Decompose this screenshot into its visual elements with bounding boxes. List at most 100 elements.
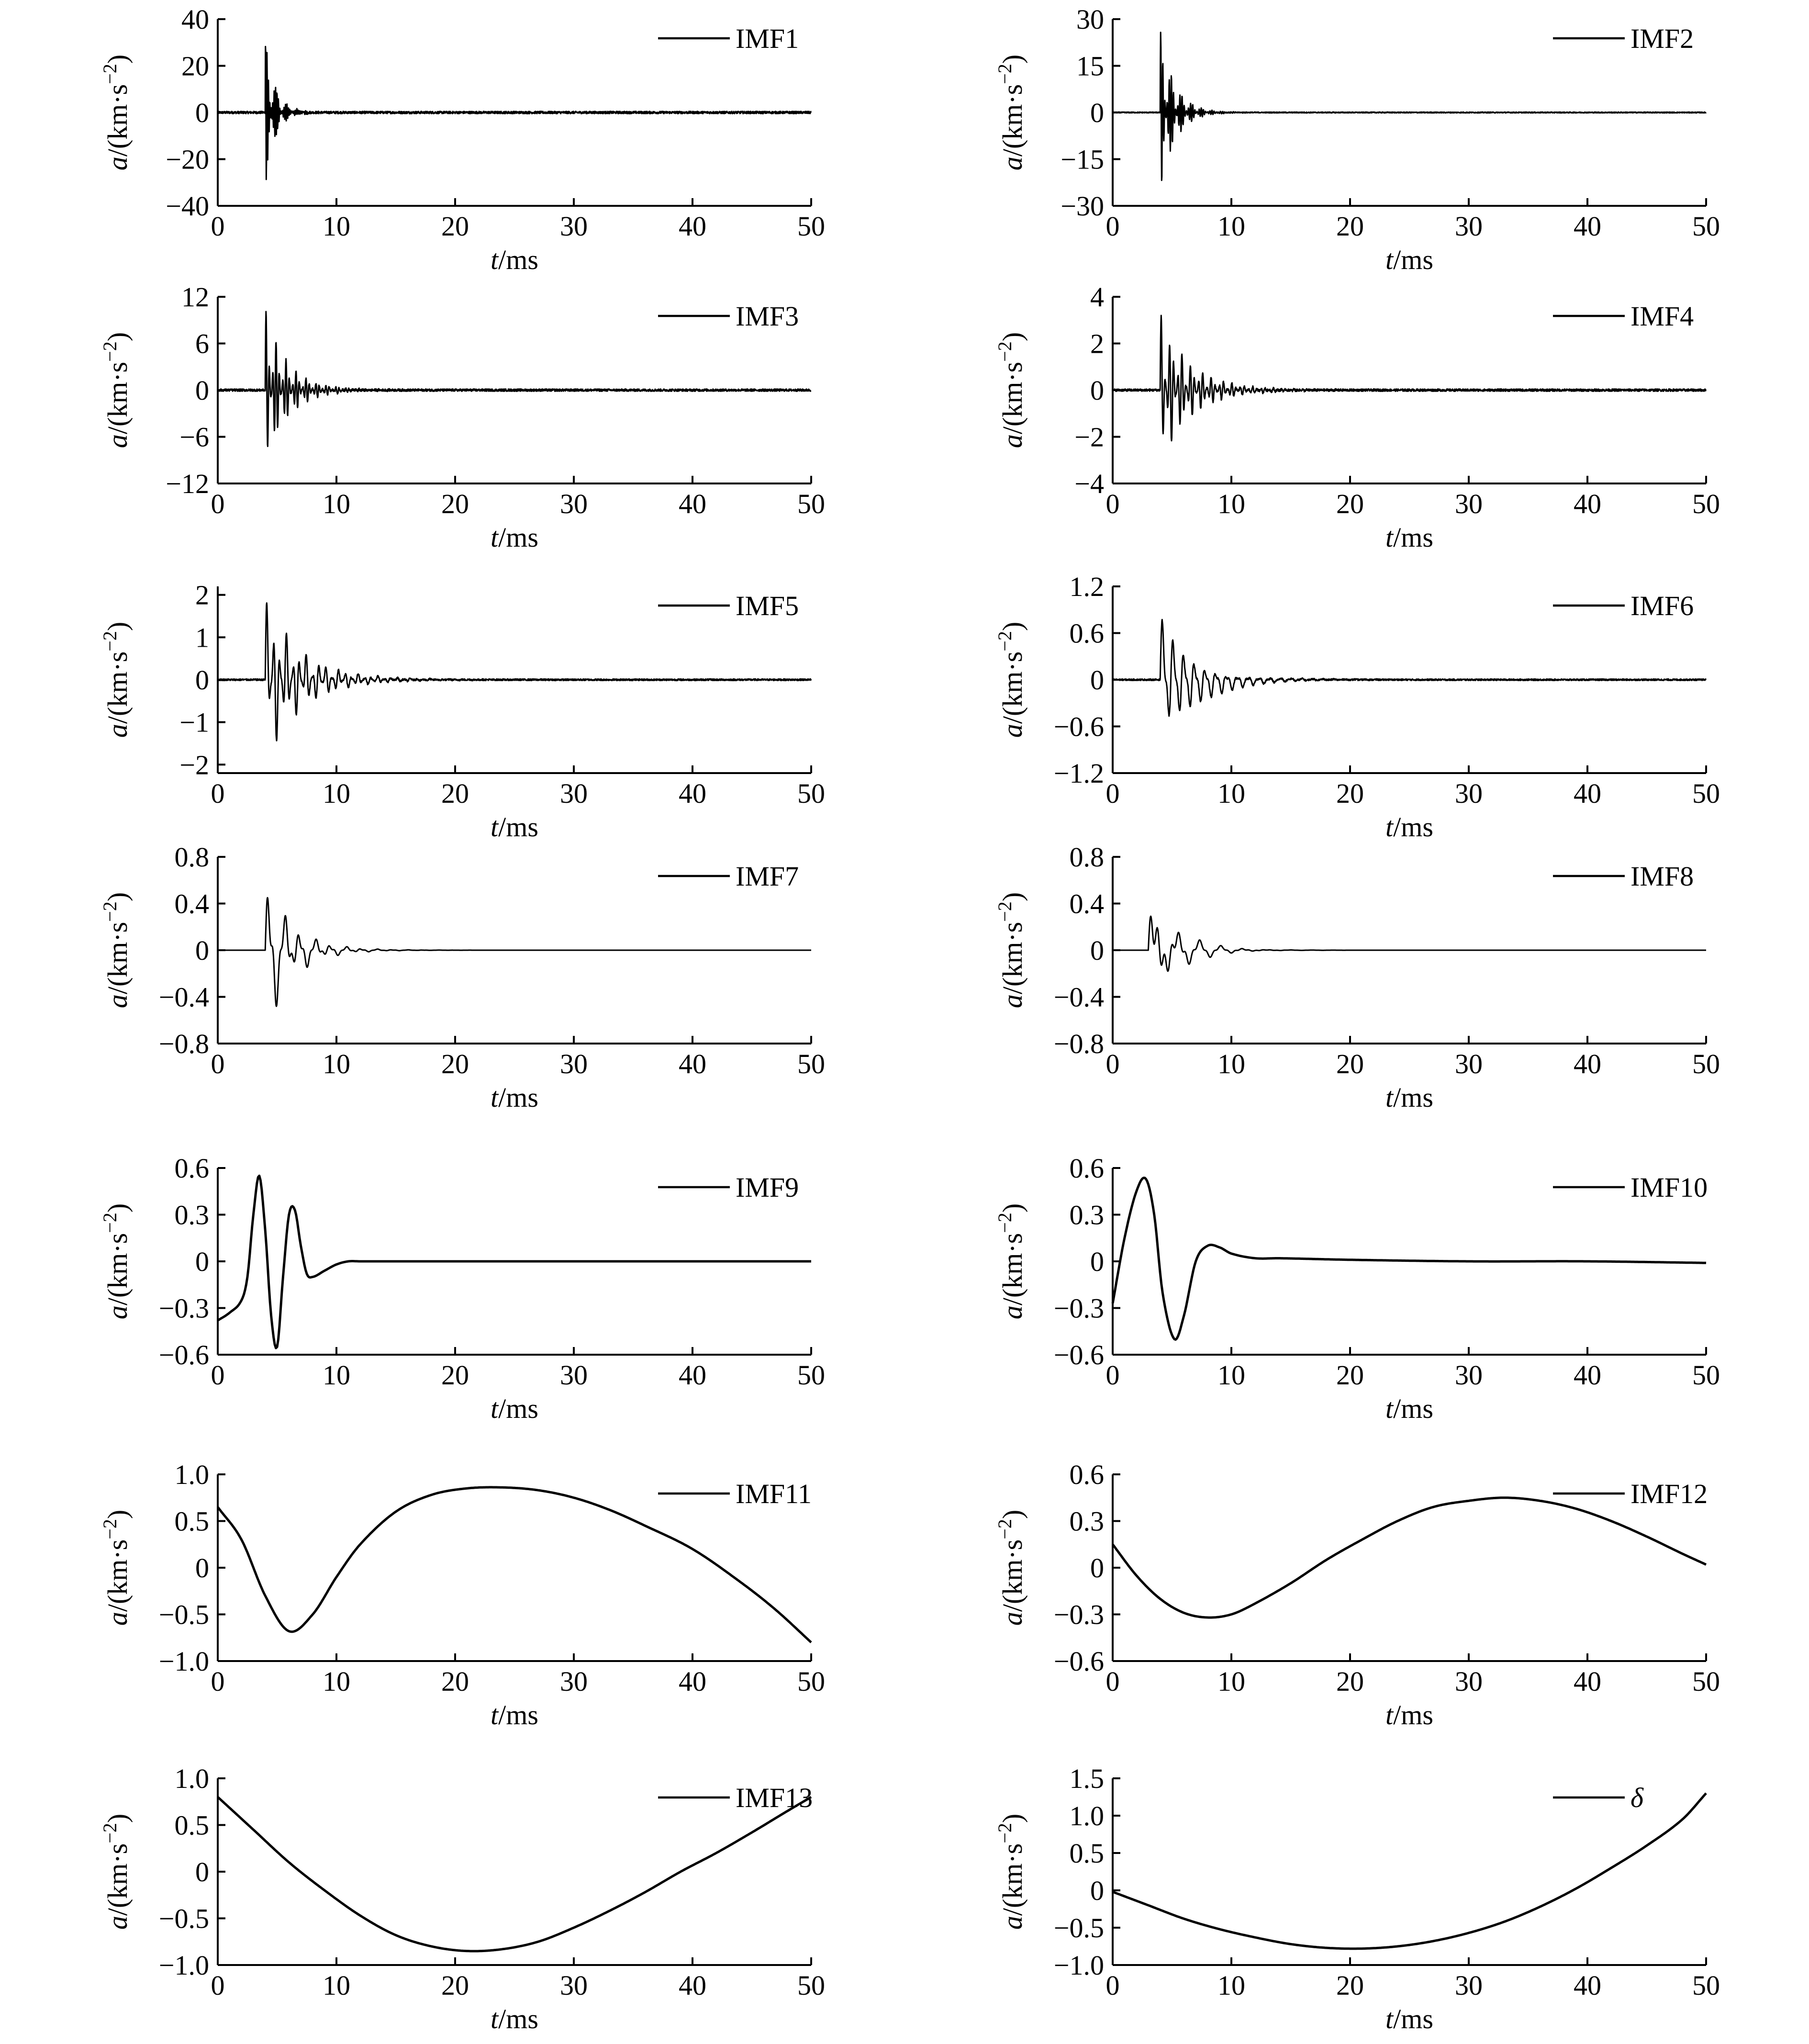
- y-tick-label: 0.8: [175, 842, 210, 873]
- x-tick-label: 20: [1336, 1048, 1364, 1079]
- x-tick-label: 10: [1217, 1048, 1245, 1079]
- x-tick-label: 10: [323, 1970, 350, 2001]
- x-tick-label: 40: [1574, 211, 1601, 242]
- y-tick-label: 0: [1090, 935, 1104, 966]
- x-tick-label: 30: [1455, 1970, 1483, 2001]
- x-axis-label-unit: /ms: [1393, 1699, 1433, 1730]
- y-axis-label-unit: /(km·s: [102, 651, 133, 724]
- y-tick-label: −0.3: [1054, 1293, 1104, 1324]
- x-tick-label: 0: [211, 1048, 225, 1079]
- x-axis-label-symbol: t: [491, 2003, 499, 2034]
- x-axis-label-symbol: t: [491, 522, 499, 553]
- x-tick-label: 0: [1106, 1666, 1120, 1697]
- x-tick-label: 0: [211, 778, 225, 809]
- y-axis-label-close: ): [102, 1510, 133, 1519]
- x-axis-label-unit: /ms: [1393, 811, 1433, 842]
- x-tick-label: 0: [1106, 1359, 1120, 1391]
- x-tick-label: 0: [1106, 1970, 1120, 2001]
- x-tick-label: 20: [441, 211, 469, 242]
- legend-label: δ: [1630, 1782, 1644, 1813]
- x-axis-label-symbol: t: [1385, 1393, 1394, 1424]
- x-axis-label: t/ms: [1385, 2003, 1433, 2034]
- y-tick-label: 1.0: [1070, 1800, 1105, 1831]
- y-axis-label-close: ): [997, 55, 1028, 64]
- x-axis-label-unit: /ms: [498, 1082, 538, 1113]
- x-tick-label: 40: [679, 211, 706, 242]
- y-axis-label-unit: /(km·s: [997, 1233, 1028, 1305]
- y-axis-label-symbol: a: [102, 1612, 133, 1626]
- x-tick-label: 40: [1574, 1359, 1601, 1391]
- y-tick-label: 1.0: [175, 1459, 210, 1490]
- y-tick-label: −1.2: [1054, 758, 1104, 789]
- y-axis-label: a/(km·s−2): [99, 332, 133, 448]
- x-tick-label: 40: [1574, 1048, 1601, 1079]
- y-tick-label: 0.6: [1070, 1153, 1105, 1184]
- x-tick-label: 50: [797, 1048, 825, 1079]
- y-tick-label: 0: [1090, 1552, 1104, 1584]
- y-tick-label: 20: [181, 51, 209, 82]
- y-tick-label: 0: [1090, 97, 1104, 128]
- x-tick-label: 50: [1692, 211, 1720, 242]
- x-axis-label-symbol: t: [1385, 244, 1394, 275]
- x-axis-label-unit: /ms: [1393, 522, 1433, 553]
- legend-label: IMF10: [1630, 1172, 1708, 1203]
- x-axis-label: t/ms: [491, 2003, 538, 2034]
- y-tick-label: 0: [195, 1552, 209, 1584]
- y-tick-label: −0.8: [1054, 1028, 1104, 1059]
- y-tick-label: 0.5: [175, 1506, 210, 1537]
- y-tick-label: −0.6: [159, 1339, 209, 1370]
- y-tick-label: −6: [179, 422, 209, 453]
- x-tick-label: 50: [797, 778, 825, 809]
- x-tick-label: 50: [1692, 1970, 1720, 2001]
- y-tick-label: 30: [1076, 4, 1104, 35]
- x-axis-label: t/ms: [1385, 1699, 1433, 1730]
- y-tick-label: 6: [195, 328, 209, 359]
- y-axis-label-exponent: −2: [994, 64, 1016, 84]
- legend-label: IMF9: [736, 1172, 799, 1203]
- chart-panel-13: 0 10 20 30 40 50 −1.0 −0.5 0 0.5 1.0 t/ms a/(km·s−2)…: [99, 1763, 825, 2034]
- series-line: [217, 1174, 811, 1349]
- x-tick-label: 50: [797, 211, 825, 242]
- chart-panel-7: 0 10 20 30 40 50 −0.8 −0.4 0 0.4 0.8 t/ms a/(km·s−2)…: [99, 842, 825, 1113]
- y-tick-label: −0.6: [1054, 1646, 1104, 1677]
- x-axis-label: t/ms: [1385, 1393, 1433, 1424]
- y-axis-label-exponent: −2: [99, 631, 121, 651]
- y-axis-label-unit: /(km·s: [102, 922, 133, 994]
- x-tick-label: 10: [323, 488, 350, 519]
- legend-label: IMF2: [1630, 23, 1694, 54]
- x-tick-label: 10: [1217, 778, 1245, 809]
- x-axis-label-unit: /ms: [1393, 244, 1433, 275]
- y-axis-label-exponent: −2: [99, 341, 121, 362]
- y-axis-label-unit: /(km·s: [997, 651, 1028, 724]
- x-tick-label: 20: [441, 1970, 469, 2001]
- y-tick-label: −40: [166, 191, 209, 222]
- x-tick-label: 50: [797, 1970, 825, 2001]
- x-tick-label: 50: [1692, 1048, 1720, 1079]
- y-tick-label: 0.4: [175, 888, 210, 920]
- x-axis-label: t/ms: [491, 1699, 538, 1730]
- y-axis-label-close: ): [997, 892, 1028, 901]
- y-tick-label: 0.5: [1070, 1838, 1105, 1869]
- x-tick-label: 0: [211, 488, 225, 519]
- y-tick-label: 0: [1090, 1246, 1104, 1277]
- y-tick-label: −1: [179, 707, 209, 738]
- y-axis-label-unit: /(km·s: [997, 362, 1028, 434]
- x-tick-label: 10: [1217, 1359, 1245, 1391]
- y-axis-label: a/(km·s−2): [994, 1510, 1028, 1626]
- x-tick-label: 10: [323, 778, 350, 809]
- y-tick-label: 2: [195, 580, 209, 611]
- x-tick-label: 50: [1692, 488, 1720, 519]
- x-tick-label: 40: [679, 1048, 706, 1079]
- x-tick-label: 30: [560, 488, 588, 519]
- y-axis-label: a/(km·s−2): [994, 622, 1028, 738]
- y-axis-label-unit: /(km·s: [102, 84, 133, 157]
- x-axis-label-symbol: t: [491, 811, 499, 842]
- series-line: [217, 1486, 812, 1643]
- y-tick-label: 0: [195, 1246, 209, 1277]
- y-axis-label: a/(km·s−2): [99, 1203, 133, 1319]
- x-tick-label: 30: [560, 1666, 588, 1697]
- series-line: [217, 45, 812, 180]
- x-tick-label: 30: [1455, 1359, 1483, 1391]
- y-tick-label: −0.3: [159, 1293, 209, 1324]
- x-tick-label: 30: [560, 211, 588, 242]
